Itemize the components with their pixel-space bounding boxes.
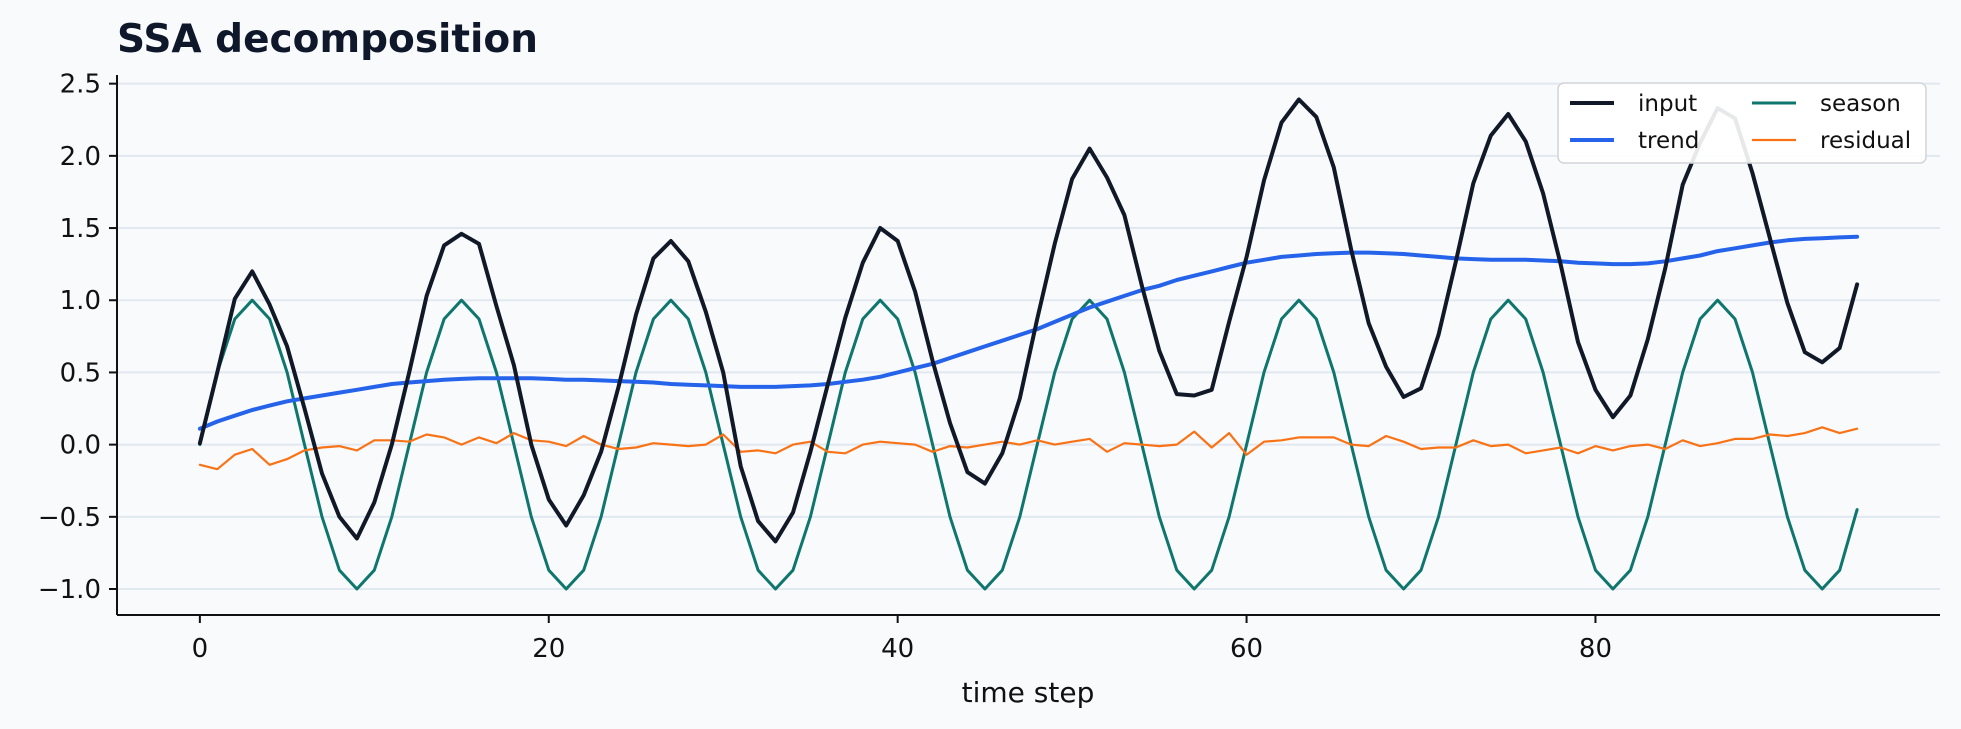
y-tick-label: 2.0 [60, 142, 101, 172]
chart-title: SSA decomposition [117, 17, 538, 62]
legend-label-input: input [1638, 91, 1697, 117]
y-tick-label: −0.5 [38, 503, 101, 533]
series-line-residual [198, 426, 1859, 471]
series-line-trend [197, 234, 1860, 431]
y-tick-label: 1.5 [60, 214, 101, 244]
legend-label-residual: residual [1820, 128, 1911, 154]
x-tick-label: 40 [881, 634, 914, 664]
y-tick-label: 0.5 [60, 358, 101, 388]
legend-label-trend: trend [1638, 128, 1699, 154]
series-layer [197, 97, 1860, 591]
legend: input season trend residual [1557, 82, 1927, 164]
x-tick-label: 0 [192, 634, 209, 664]
x-tick-label: 60 [1230, 634, 1263, 664]
y-tick-label: 2.5 [60, 70, 101, 100]
series-line-input [197, 97, 1860, 544]
y-tick-label: −1.0 [38, 575, 101, 605]
x-axis-label: time step [962, 676, 1095, 709]
legend-label-season: season [1820, 91, 1901, 117]
x-tick-label: 20 [532, 634, 565, 664]
x-tick-label: 80 [1579, 634, 1612, 664]
series-line-season [198, 298, 1859, 591]
x-ticks: 0 20 40 60 80 [192, 615, 1612, 664]
legend-box [1557, 82, 1927, 164]
y-ticks: −1.0 −0.5 0.0 0.5 1.0 1.5 2.0 2.5 [38, 70, 117, 605]
y-tick-label: 0.0 [60, 431, 101, 461]
y-tick-label: 1.0 [60, 286, 101, 316]
axes [116, 75, 1940, 616]
